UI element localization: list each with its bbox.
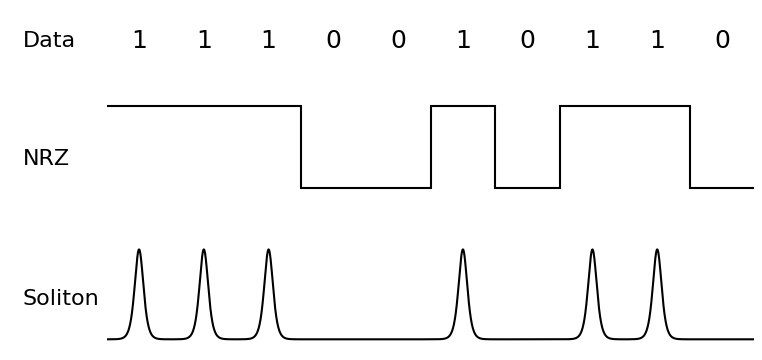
- Text: 0: 0: [390, 30, 406, 53]
- Text: 1: 1: [196, 30, 212, 53]
- Text: NRZ: NRZ: [22, 149, 69, 169]
- Text: 1: 1: [261, 30, 277, 53]
- Text: 0: 0: [520, 30, 536, 53]
- Text: 0: 0: [714, 30, 730, 53]
- Text: Soliton: Soliton: [22, 289, 99, 309]
- Text: Data: Data: [22, 31, 75, 51]
- Text: 1: 1: [584, 30, 600, 53]
- Text: 0: 0: [325, 30, 341, 53]
- Text: 1: 1: [455, 30, 471, 53]
- Text: 1: 1: [649, 30, 665, 53]
- Text: 1: 1: [131, 30, 147, 53]
